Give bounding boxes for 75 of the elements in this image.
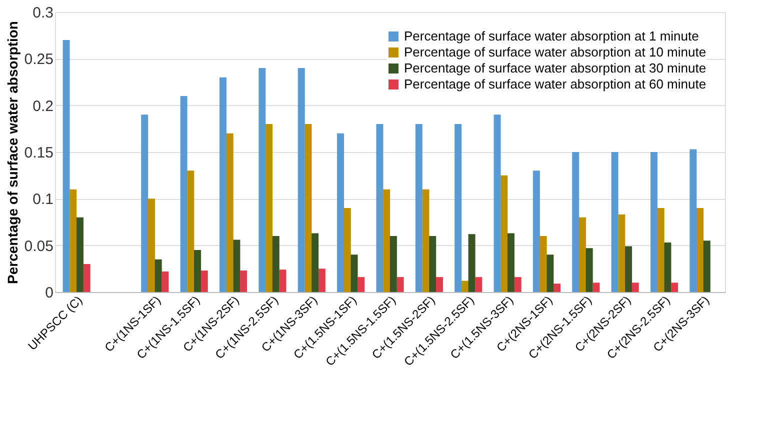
bar — [148, 198, 155, 292]
bar — [180, 96, 188, 292]
bar — [690, 149, 697, 292]
bar — [62, 40, 70, 292]
bar — [162, 271, 169, 292]
bar — [618, 214, 626, 292]
y-tick-label: 0 — [45, 284, 54, 302]
bar — [350, 254, 358, 292]
bar — [586, 248, 593, 292]
bar — [337, 133, 344, 292]
legend-label: Percentage of surface water absorption at 60 minute — [404, 76, 706, 92]
bar — [383, 189, 390, 292]
bar — [429, 236, 436, 292]
bar — [696, 208, 704, 292]
bar — [396, 277, 404, 292]
bar — [141, 114, 148, 292]
bar — [298, 68, 305, 292]
y-tick-label: 0.3 — [32, 4, 54, 22]
bar — [219, 77, 226, 292]
bar — [578, 217, 586, 292]
bar — [532, 170, 540, 292]
bar — [625, 246, 632, 292]
bar — [154, 259, 162, 292]
bar — [272, 236, 280, 292]
y-tick-label: 0.2 — [32, 98, 54, 115]
legend-label: Percentage of surface water absorption at 10 minute — [404, 44, 706, 60]
bar — [436, 277, 443, 292]
bar — [344, 208, 351, 292]
bar — [240, 270, 248, 292]
y-tick-label: 0.15 — [24, 144, 54, 162]
bar — [187, 170, 194, 292]
legend-label: Percentage of surface water absorption at 30 minute — [404, 60, 706, 76]
bar — [540, 236, 547, 292]
bar — [266, 124, 273, 292]
bar — [546, 254, 554, 292]
y-tick-label: 0.1 — [32, 191, 54, 208]
bar — [572, 152, 580, 292]
bar — [422, 189, 430, 292]
bar — [454, 124, 462, 292]
bar — [611, 152, 618, 292]
bar — [468, 234, 476, 292]
bar — [632, 282, 639, 292]
bar — [390, 236, 397, 292]
bar — [318, 268, 326, 292]
bar — [258, 68, 266, 292]
bar — [83, 264, 90, 292]
bar — [657, 208, 664, 292]
bar — [200, 270, 208, 292]
bar — [554, 284, 561, 292]
bar — [475, 277, 482, 292]
bar — [500, 175, 508, 292]
bar — [312, 233, 319, 292]
bar — [461, 280, 468, 292]
bar — [494, 114, 501, 292]
bar — [592, 282, 600, 292]
bar — [415, 124, 422, 292]
bar — [664, 242, 672, 292]
bar — [279, 270, 286, 292]
bar — [376, 124, 384, 292]
bar — [358, 277, 365, 292]
bar — [507, 233, 514, 292]
bar — [304, 124, 312, 292]
bar — [233, 240, 240, 292]
bar — [514, 277, 522, 292]
bar — [76, 217, 84, 292]
y-axis-title: Percentage of surface water absorption — [4, 21, 20, 284]
bar — [650, 152, 658, 292]
bar — [671, 282, 678, 292]
bar — [226, 133, 234, 292]
bar — [194, 250, 202, 292]
y-tick-label: 0.25 — [24, 51, 54, 68]
bar — [70, 189, 77, 292]
y-tick-label: 0.05 — [24, 238, 54, 255]
legend-label: Percentage of surface water absorption at 1 minute — [404, 28, 699, 44]
bar — [703, 240, 710, 292]
